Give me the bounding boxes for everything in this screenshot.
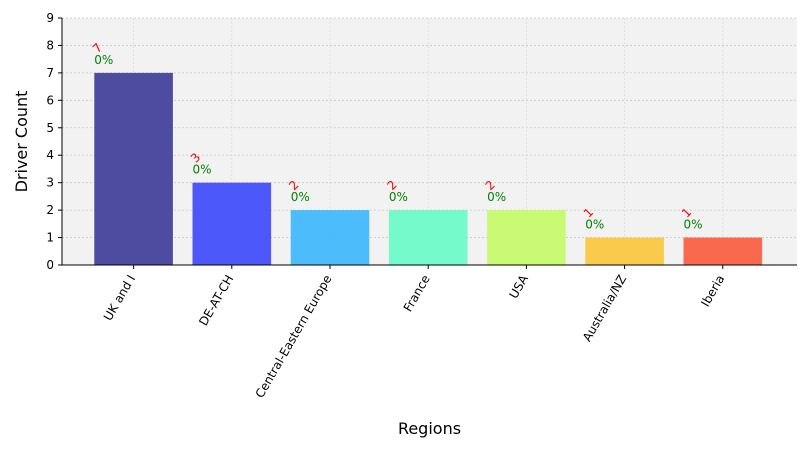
bar [683, 237, 763, 265]
bar [585, 237, 664, 265]
y-axis-ticks: 0 1 2 3 4 5 6 7 8 9 [46, 11, 62, 272]
x-tick-label: France [401, 273, 433, 315]
x-tick-label: USA [506, 272, 531, 301]
y-tick-label: 5 [46, 121, 54, 135]
y-tick-label: 2 [46, 203, 54, 217]
y-tick-label: 7 [46, 66, 54, 80]
x-tick-label: DE-AT-CH [196, 273, 236, 329]
y-tick-label: 3 [46, 176, 54, 190]
bar [192, 182, 272, 265]
x-axis-ticks: UK and I DE-AT-CH Central-Eastern Europe Fr… [101, 265, 727, 401]
y-tick-label: 0 [46, 258, 54, 272]
x-tick-label: UK and I [101, 273, 138, 324]
x-tick-label: Iberia [698, 273, 727, 310]
y-tick-label: 1 [46, 231, 54, 245]
bar-percent-label: 0% [684, 218, 703, 232]
x-tick-label: Central-Eastern Europe [253, 273, 335, 401]
y-tick-label: 6 [46, 93, 54, 107]
bar-series [94, 72, 763, 265]
bar-percent-label: 0% [94, 53, 113, 67]
x-tick-label: Australia/NZ [580, 273, 629, 344]
y-axis-label: Driver Count [12, 91, 31, 193]
y-tick-label: 9 [46, 11, 54, 25]
y-tick-label: 8 [46, 38, 54, 52]
bar [290, 210, 370, 265]
x-axis-label: Regions [398, 419, 461, 438]
bar [487, 210, 566, 265]
bar-percent-label: 0% [389, 190, 408, 204]
bar-percent-label: 0% [487, 190, 506, 204]
bar-percent-label: 0% [193, 163, 212, 177]
bar [388, 210, 468, 265]
bar-percent-label: 0% [291, 190, 310, 204]
bar [94, 72, 173, 265]
y-tick-label: 4 [46, 148, 54, 162]
percent-labels: 0% 0% 0% 0% 0% 0% 0% [94, 53, 702, 232]
bar-percent-label: 0% [585, 218, 604, 232]
axes [61, 18, 797, 266]
